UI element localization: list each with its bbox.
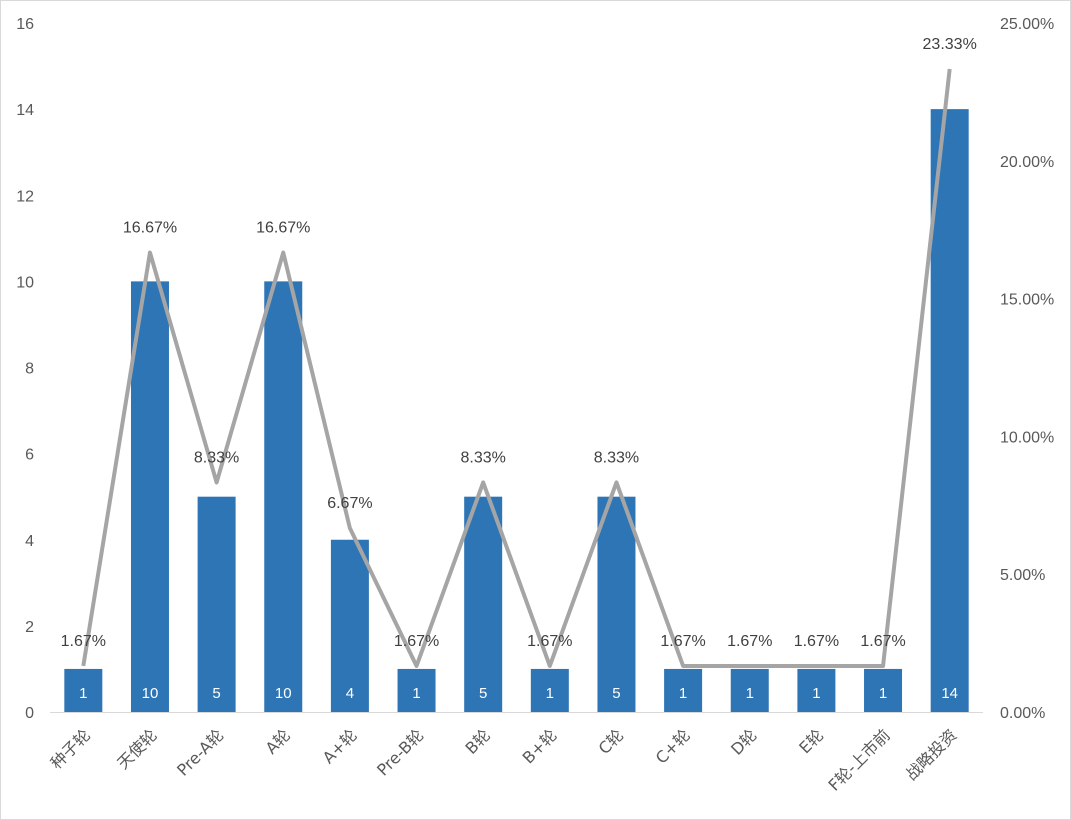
bar-value-label: 5 [479, 685, 487, 702]
line-series: 1.67% 16.67% 8.33% 16.67% 6.67% 1.67% 8.33% 1.6… [61, 36, 977, 668]
percentage-label: 1.67% [794, 633, 839, 650]
bar-series: 1 10 5 10 4 1 5 1 5 1 1 1 1 14 [64, 109, 969, 712]
category-label: 种子轮 [47, 725, 94, 772]
percentage-label: 1.67% [61, 633, 106, 650]
right-tick-label: 10.00% [1000, 429, 1054, 446]
left-tick-label: 2 [25, 619, 34, 636]
percentage-label: 1.67% [527, 633, 572, 650]
left-tick-label: 4 [25, 533, 34, 550]
category-label: C轮 [595, 725, 628, 758]
bar-value-label: 1 [812, 685, 820, 702]
percentage-label: 16.67% [123, 220, 177, 237]
right-tick-label: 0.00% [1000, 705, 1045, 722]
percentage-label: 8.33% [594, 449, 639, 466]
bar [264, 281, 303, 712]
category-label: D轮 [727, 725, 760, 758]
left-axis: 0 2 4 6 8 10 12 14 16 [16, 16, 34, 722]
percentage-label: 1.67% [860, 633, 905, 650]
category-label: Pre-B轮 [373, 725, 427, 779]
percentage-label: 1.67% [660, 633, 705, 650]
category-label: A+轮 [319, 725, 361, 767]
bar-value-label: 1 [546, 685, 554, 702]
bar [197, 496, 236, 712]
bar-value-label: 10 [275, 685, 292, 702]
category-label: 天使轮 [113, 725, 160, 772]
bar [330, 539, 369, 712]
percentage-label: 6.67% [327, 495, 372, 512]
right-tick-label: 20.00% [1000, 154, 1054, 171]
bar [664, 668, 703, 712]
bar-value-label: 10 [142, 685, 159, 702]
percentage-label: 1.67% [394, 633, 439, 650]
category-label: A轮 [262, 725, 294, 757]
percentage-label: 16.67% [256, 220, 310, 237]
right-tick-label: 5.00% [1000, 567, 1045, 584]
percentage-line [81, 68, 952, 668]
bar-value-label: 1 [879, 685, 887, 702]
bar [730, 668, 769, 712]
bar-value-label: 5 [612, 685, 620, 702]
bar [930, 109, 969, 712]
bar [530, 668, 569, 712]
left-tick-label: 0 [25, 705, 34, 722]
bar-value-label: 5 [212, 685, 220, 702]
bar [797, 668, 836, 712]
bar [597, 496, 636, 712]
category-label: Pre-A轮 [173, 725, 227, 779]
bar [64, 668, 103, 712]
percentage-label: 1.67% [727, 633, 772, 650]
bar-value-label: 1 [412, 685, 420, 702]
category-label: B+轮 [519, 725, 561, 767]
percentage-label: 23.33% [923, 36, 977, 53]
bar-value-label: 1 [79, 685, 87, 702]
bar [130, 281, 169, 712]
bar [397, 668, 436, 712]
x-axis: 种子轮 天使轮 Pre-A轮 A轮 A+轮 Pre-B轮 B轮 B+轮 C轮 C+轮 D轮 E轮F轮-… [47, 712, 983, 795]
left-tick-label: 8 [25, 361, 34, 378]
left-tick-label: 16 [16, 16, 34, 33]
right-axis: 0.00% 5.00% 10.00% 15.00% 20.00% 25.00% [1000, 16, 1054, 722]
bar-value-label: 1 [679, 685, 687, 702]
right-tick-label: 15.00% [1000, 292, 1054, 309]
left-tick-label: 14 [16, 102, 34, 119]
right-tick-label: 25.00% [1000, 16, 1054, 33]
percentage-label: 8.33% [460, 449, 505, 466]
category-label: E轮 [795, 725, 827, 757]
bar [864, 668, 903, 712]
bar [464, 496, 503, 712]
category-label: C+轮 [652, 725, 694, 767]
bar-value-label: 4 [346, 685, 354, 702]
category-label: B轮 [461, 725, 494, 758]
left-tick-label: 12 [16, 188, 34, 205]
percentage-label: 8.33% [194, 449, 239, 466]
left-tick-label: 10 [16, 274, 34, 291]
bar-value-label: 14 [941, 685, 958, 702]
category-label: F轮-上市前 [825, 725, 894, 794]
left-tick-label: 6 [25, 447, 34, 464]
bar-value-label: 1 [746, 685, 754, 702]
category-label: 战略投资 [902, 725, 961, 784]
